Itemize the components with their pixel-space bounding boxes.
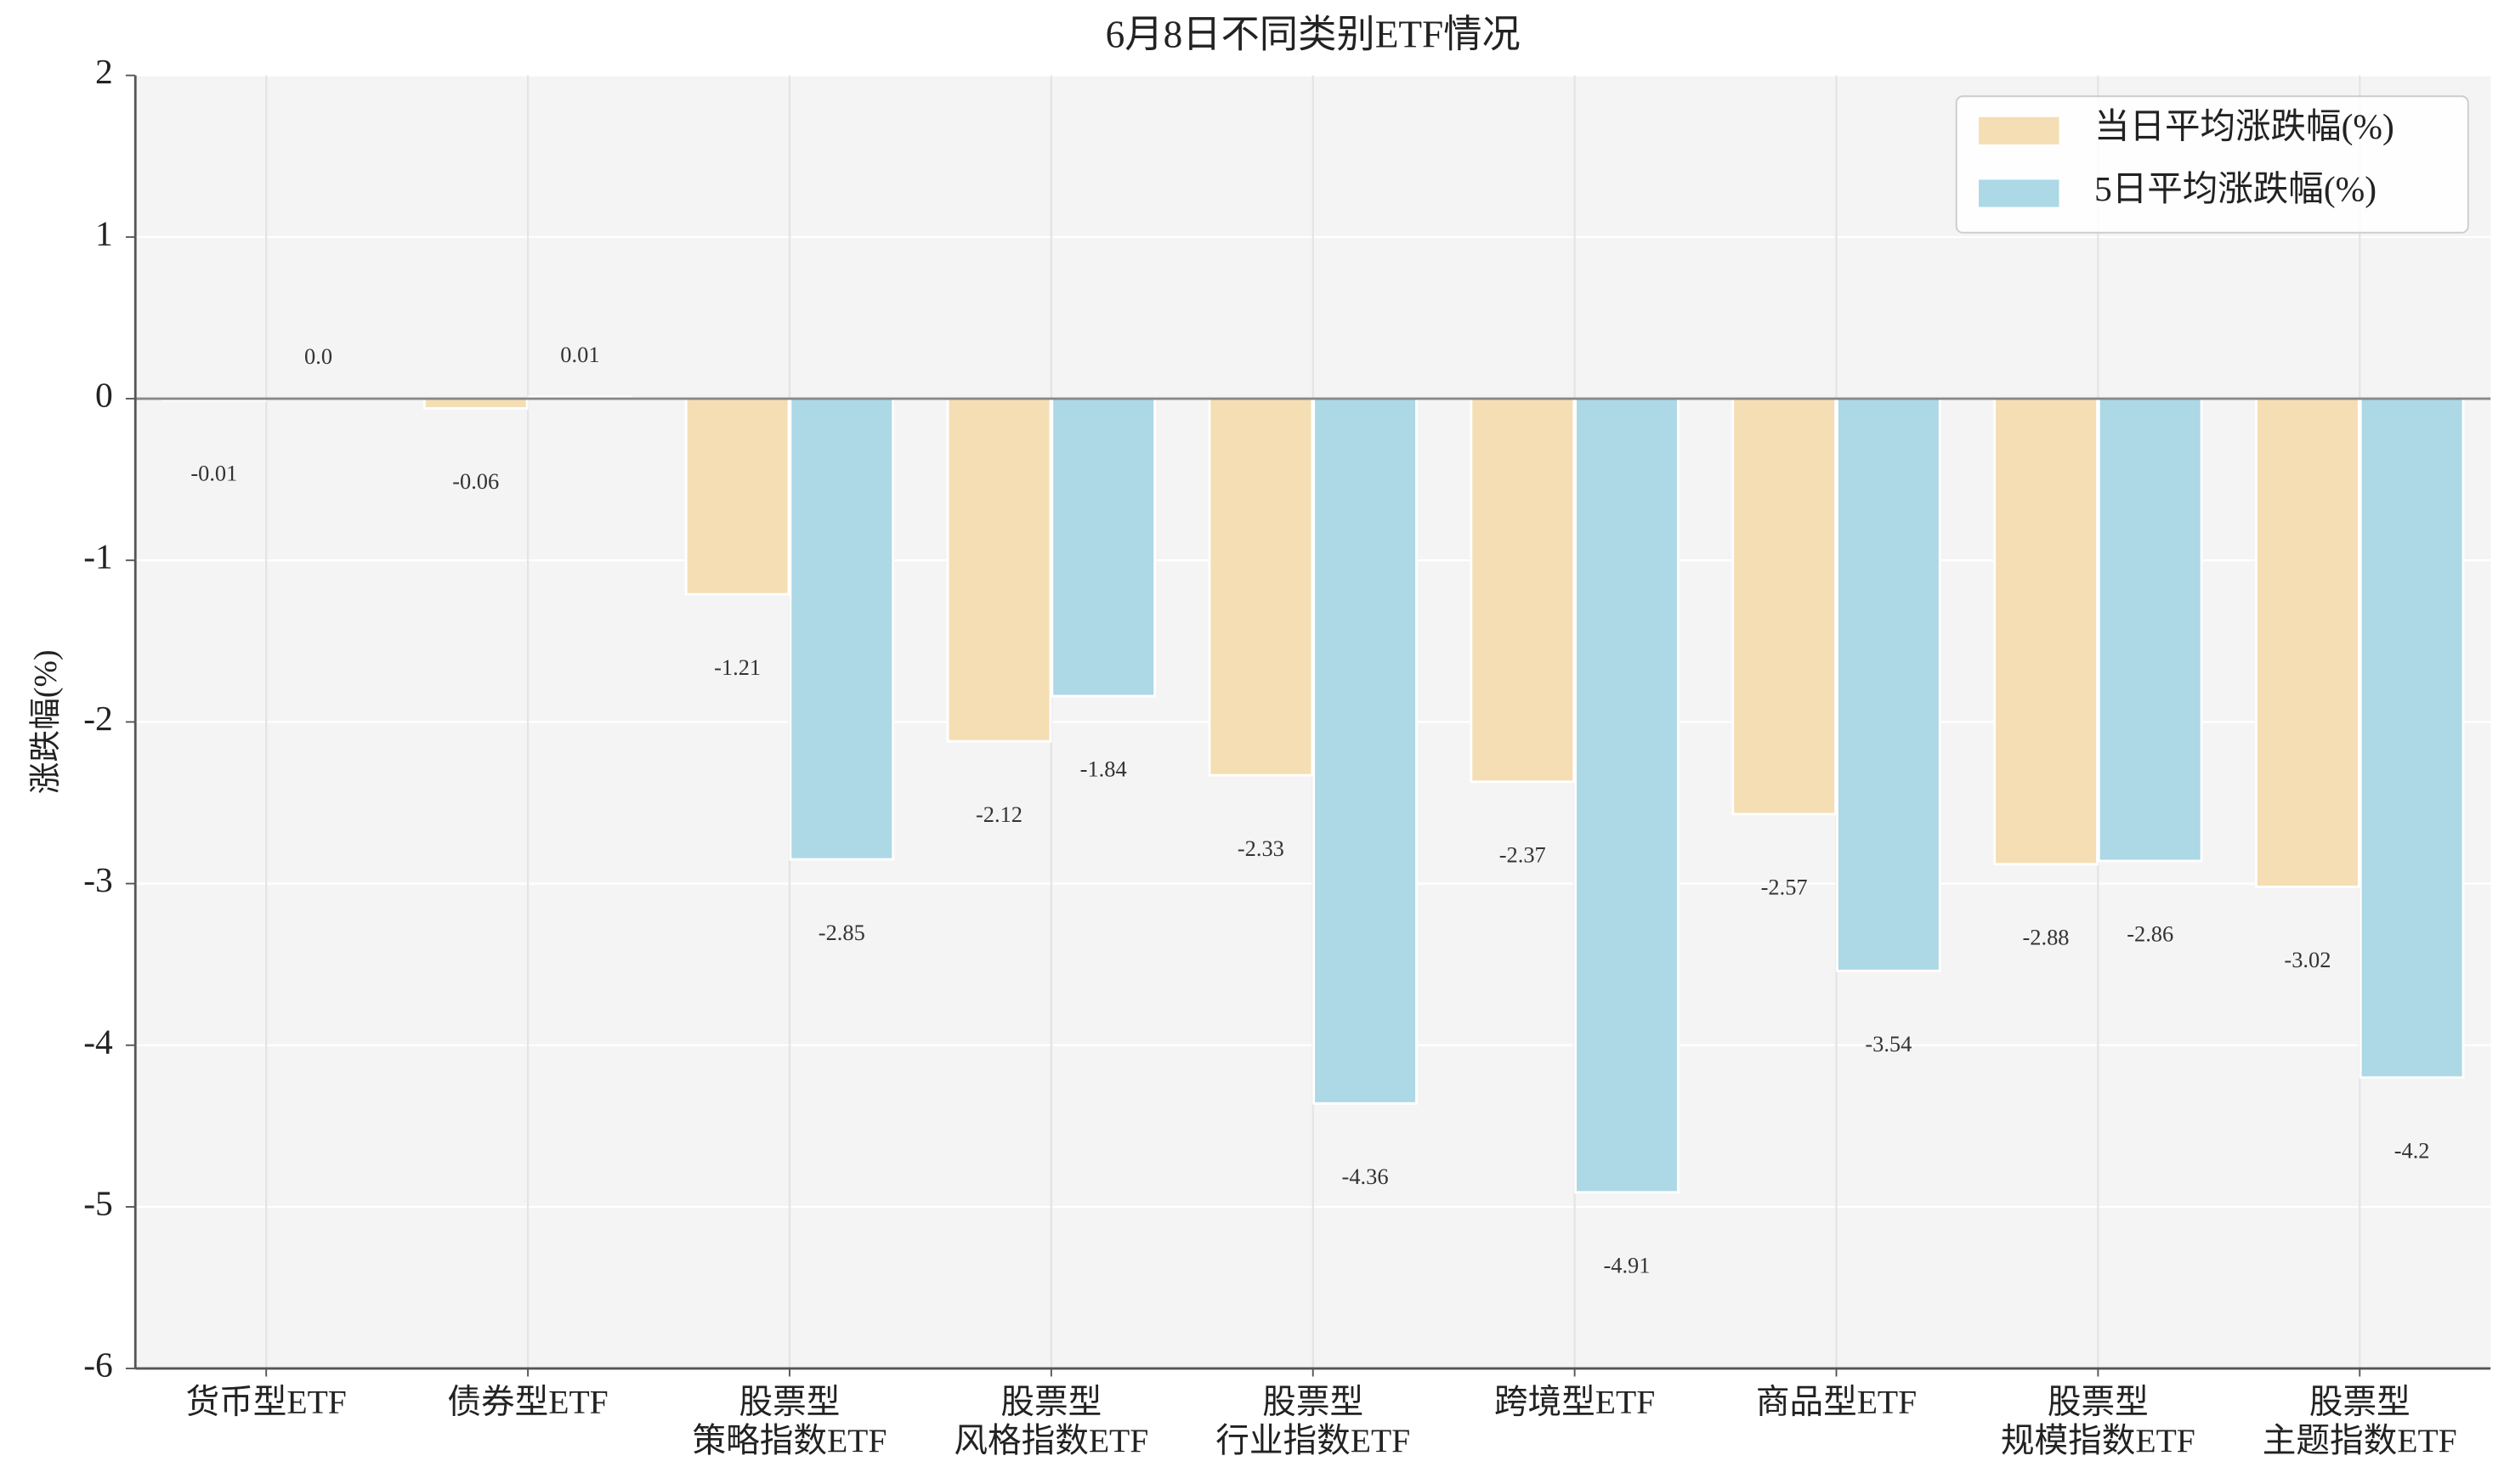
value-label: 0.01 xyxy=(560,342,599,367)
x-tick-label: 债券型ETF xyxy=(447,1384,608,1421)
y-tick-label: 2 xyxy=(95,52,113,91)
bar xyxy=(2359,397,2465,1079)
value-label: -1.84 xyxy=(1080,756,1127,782)
bar xyxy=(1051,397,1157,698)
chart-title: 6月8日不同类别ETF情况 xyxy=(1106,14,1521,56)
bar xyxy=(2255,397,2360,888)
bar xyxy=(1574,397,1680,1194)
value-label: -0.06 xyxy=(452,468,499,494)
bar xyxy=(684,397,790,596)
legend-swatch xyxy=(1979,116,2059,144)
value-label: -1.21 xyxy=(714,654,761,680)
legend-label: 5日平均涨跌幅(%) xyxy=(2094,169,2377,209)
x-tick-label: 股票型规模指数ETF xyxy=(2001,1384,2195,1459)
value-label: -3.54 xyxy=(1865,1031,1912,1056)
legend-label: 当日平均涨跌幅(%) xyxy=(2094,106,2394,146)
legend-swatch xyxy=(1979,179,2059,207)
bar xyxy=(422,397,529,410)
value-label: -2.37 xyxy=(1499,842,1546,868)
y-tick-label: -5 xyxy=(83,1183,113,1222)
value-label: -2.12 xyxy=(976,801,1023,827)
x-tick-label: 商品型ETF xyxy=(1756,1384,1917,1421)
x-tick-label: 股票型策略指数ETF xyxy=(692,1384,887,1459)
value-label: -4.36 xyxy=(1342,1164,1389,1189)
y-tick-label: -4 xyxy=(83,1022,113,1061)
y-tick-label: 0 xyxy=(95,376,113,415)
value-label: -2.88 xyxy=(2023,925,2070,950)
bar xyxy=(2097,397,2203,863)
y-tick-label: -1 xyxy=(83,537,113,576)
x-tick-label: 跨境型ETF xyxy=(1494,1384,1655,1421)
y-axis-label: 涨跌幅(%) xyxy=(28,649,64,794)
x-tick-label: 股票型风格指数ETF xyxy=(954,1384,1148,1459)
x-tick-label: 货币型ETF xyxy=(186,1384,347,1421)
bar xyxy=(1312,397,1418,1105)
bar xyxy=(1836,397,1941,972)
legend-box xyxy=(1955,95,2469,234)
y-tick-label: -6 xyxy=(83,1345,113,1385)
x-tick-label: 股票型行业指数ETF xyxy=(1215,1384,1410,1459)
y-tick-label: -2 xyxy=(83,699,113,738)
value-label: 0.0 xyxy=(304,343,332,369)
value-label: -4.91 xyxy=(1603,1253,1650,1278)
bar xyxy=(1993,397,2099,866)
bar xyxy=(946,397,1052,743)
bar xyxy=(789,397,895,861)
value-label: -2.85 xyxy=(819,920,865,945)
bar xyxy=(1470,397,1576,784)
value-label: -3.02 xyxy=(2284,947,2331,972)
value-label: -0.01 xyxy=(190,461,237,486)
bar xyxy=(1208,397,1314,777)
y-tick-label: -3 xyxy=(83,860,113,899)
value-label: -2.33 xyxy=(1238,835,1284,861)
value-label: -4.2 xyxy=(2394,1138,2430,1164)
bar xyxy=(1731,397,1837,816)
value-label: -2.57 xyxy=(1761,875,1808,900)
y-tick-label: 1 xyxy=(95,213,113,252)
x-tick-label: 股票型主题指数ETF xyxy=(2263,1384,2457,1459)
value-label: -2.86 xyxy=(2127,921,2173,947)
